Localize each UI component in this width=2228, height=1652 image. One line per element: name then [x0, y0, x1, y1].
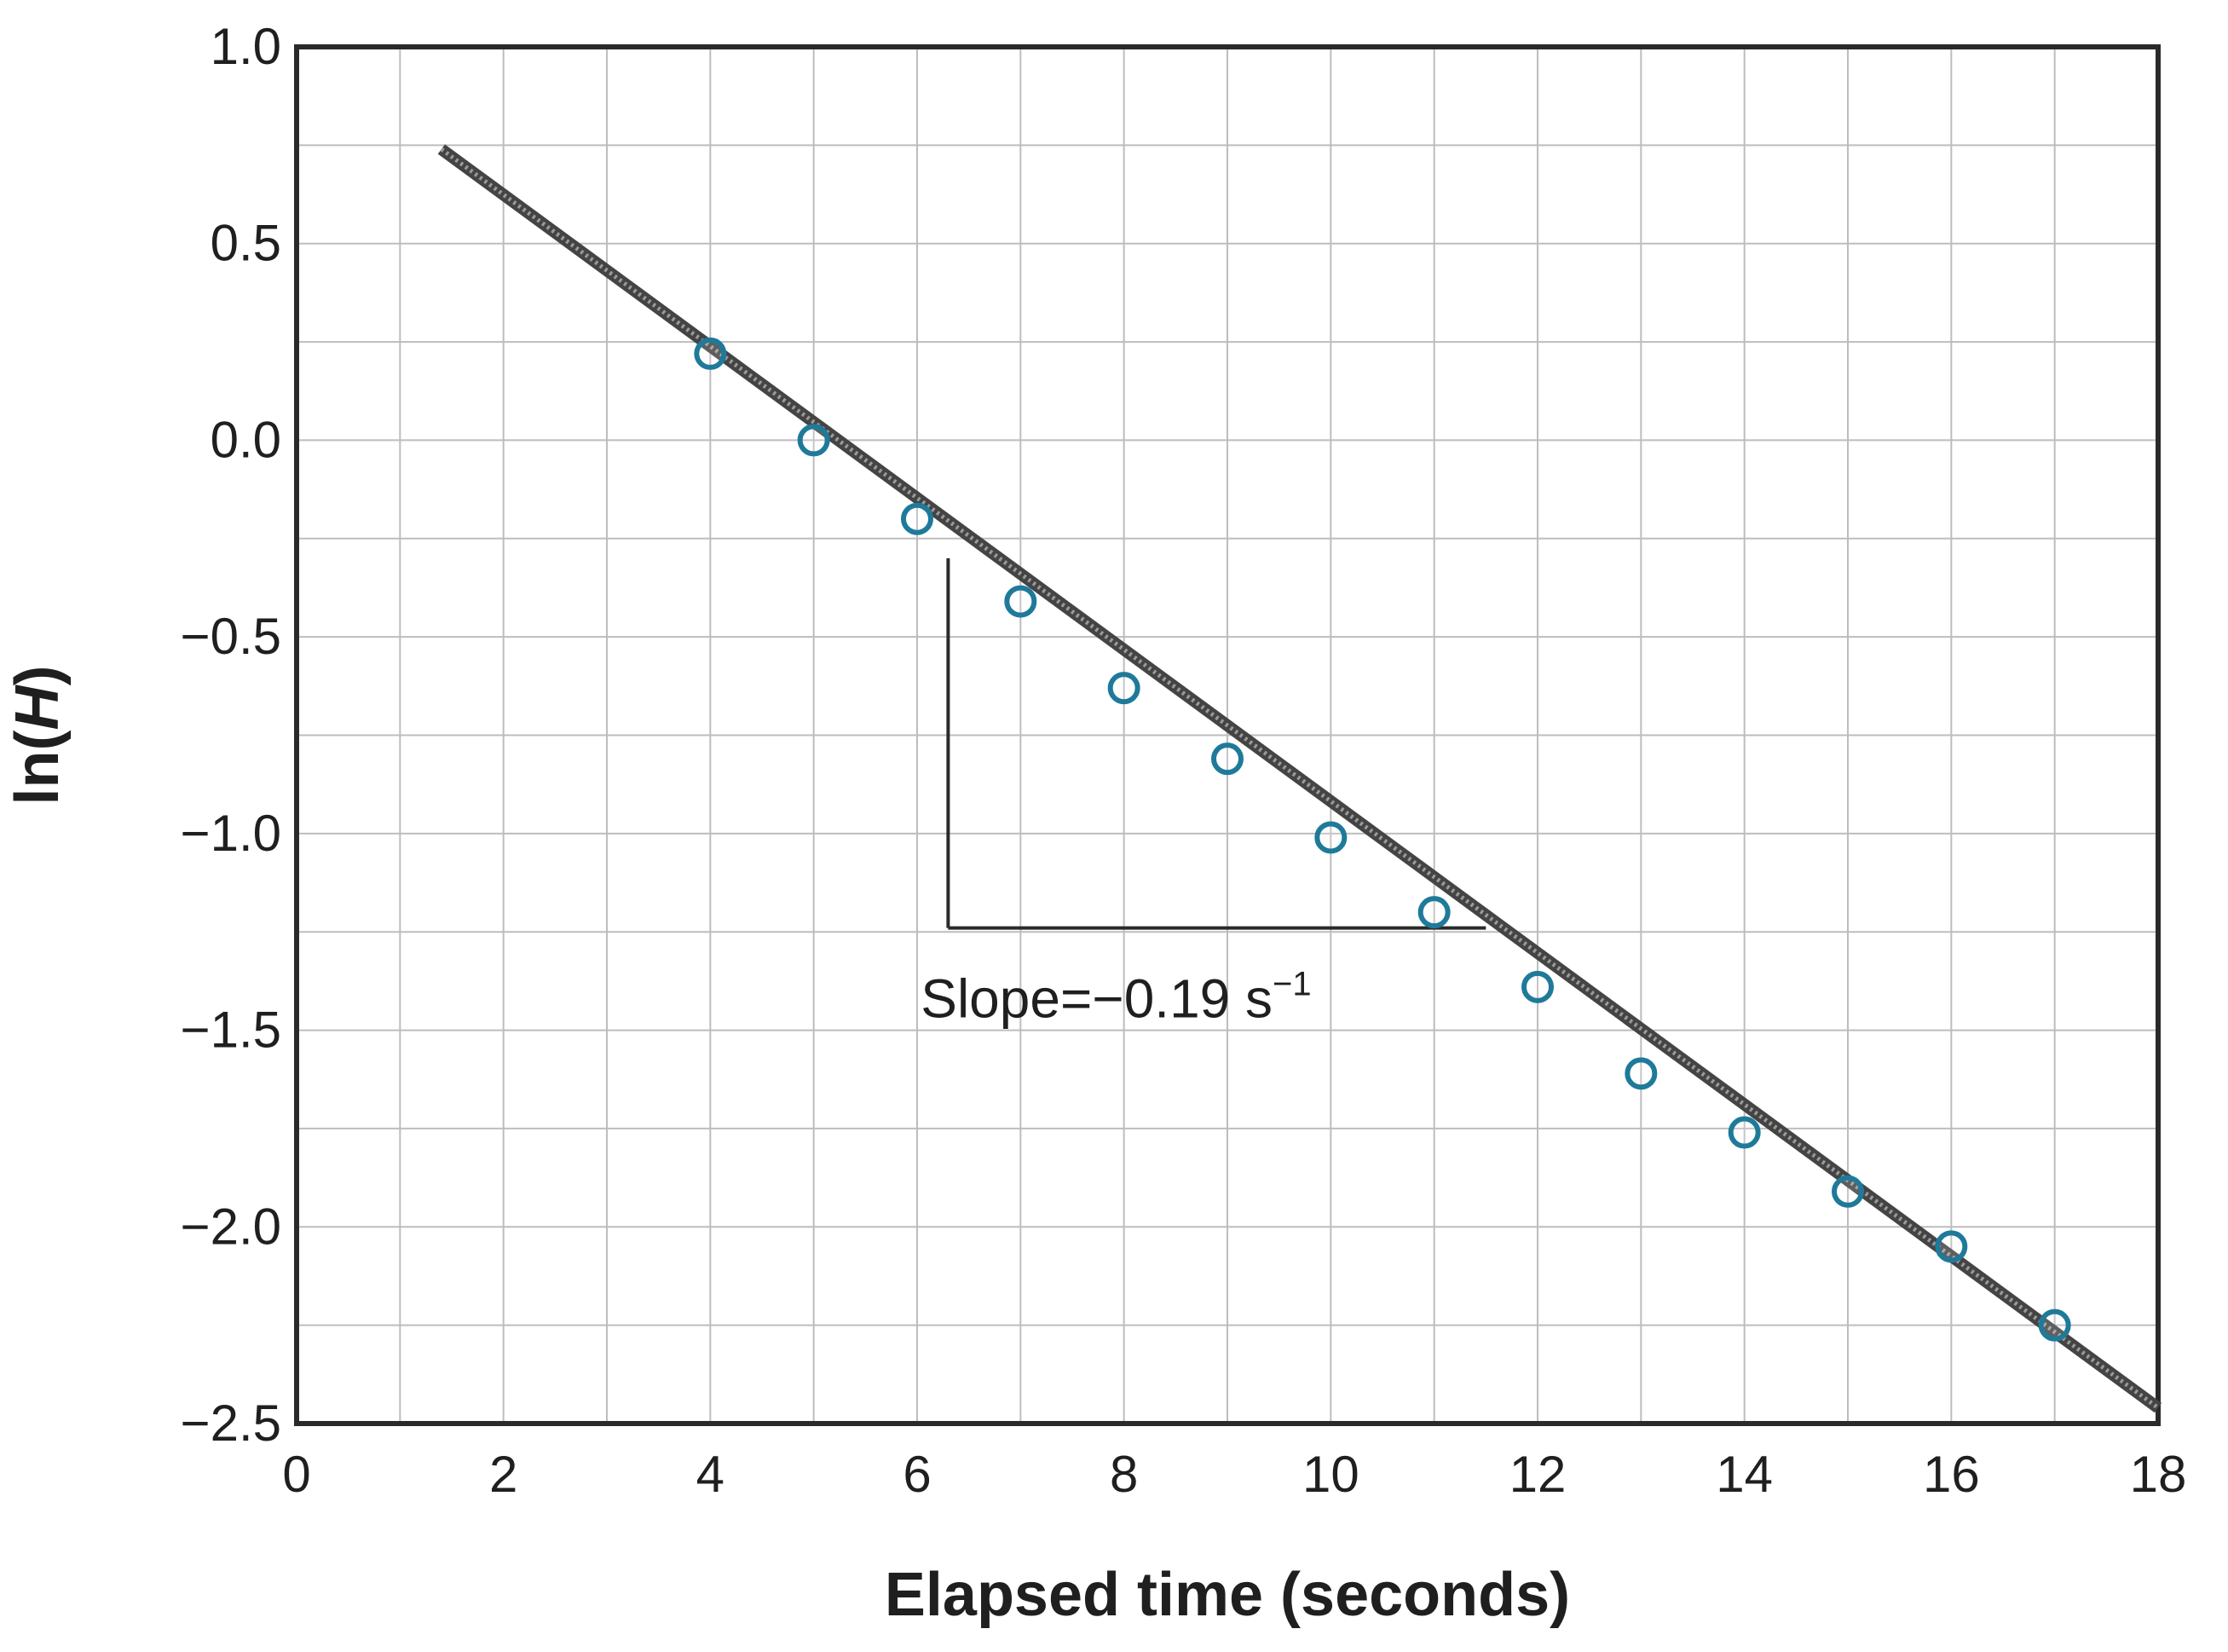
x-tick-label: 10: [1302, 1446, 1359, 1503]
data-point: [901, 502, 933, 535]
slope-annotation-value: =−0.19 s: [1060, 968, 1273, 1030]
plot-frame: [294, 44, 2161, 1426]
y-tick-label: −1.5: [181, 1002, 281, 1059]
x-tick-labels: 0 2 4 6 8 10 12 14 16 18: [282, 1446, 2186, 1503]
slope-triangle: [946, 557, 1486, 930]
data-point: [1417, 896, 1451, 929]
data-point: [2038, 1308, 2071, 1342]
y-tick-label: −1.0: [181, 805, 281, 862]
slope-annotation: Slope=−0.19 s−1: [921, 966, 1311, 1030]
fit-line-layer: [437, 144, 2162, 1413]
data-point: [1832, 1175, 1864, 1208]
data-point: [1211, 742, 1244, 776]
data-point: [1107, 672, 1140, 705]
y-tick-label: −2.5: [181, 1395, 281, 1452]
fit-line-hatch: [440, 147, 2160, 1410]
data-point: [1625, 1057, 1658, 1090]
y-tick-label: 1.0: [211, 18, 281, 75]
y-tick-label: 0.0: [211, 411, 281, 468]
x-tick-label: 14: [1716, 1446, 1773, 1503]
data-point: [1521, 970, 1554, 1003]
y-axis-label-variable: H: [3, 684, 72, 731]
x-tick-label: 16: [1923, 1446, 1980, 1503]
x-tick-label: 4: [696, 1446, 724, 1503]
slope-annotation-exponent: −1: [1273, 966, 1312, 1003]
y-axis-label: ln(H): [3, 666, 72, 806]
x-tick-label: 8: [1110, 1446, 1138, 1503]
x-tick-label: 6: [903, 1446, 931, 1503]
y-tick-label: −0.5: [181, 608, 281, 665]
y-tick-labels: 1.0 0.5 0.0 −0.5 −1.0 −1.5 −2.0 −2.5: [181, 18, 281, 1452]
y-tick-label: −2.0: [181, 1198, 281, 1255]
slope-annotation-prefix: Slope: [921, 968, 1060, 1030]
data-point: [1314, 821, 1348, 854]
x-tick-label: 18: [2130, 1446, 2187, 1503]
y-tick-label: 0.5: [211, 215, 281, 272]
data-point: [694, 337, 727, 370]
x-axis-label: Elapsed time (seconds): [885, 1561, 1570, 1629]
data-points-layer: [694, 337, 2071, 1342]
x-tick-label: 2: [489, 1446, 517, 1503]
grid-layer: [296, 46, 2159, 1424]
data-point: [797, 424, 830, 457]
x-tick-label: 0: [282, 1446, 310, 1503]
data-point: [1728, 1116, 1761, 1149]
y-axis-label-suffix: ): [3, 666, 72, 686]
x-tick-label: 12: [1509, 1446, 1567, 1503]
data-point: [1935, 1230, 1968, 1263]
data-point: [1004, 585, 1037, 618]
y-axis-label-prefix: ln(: [3, 730, 72, 805]
